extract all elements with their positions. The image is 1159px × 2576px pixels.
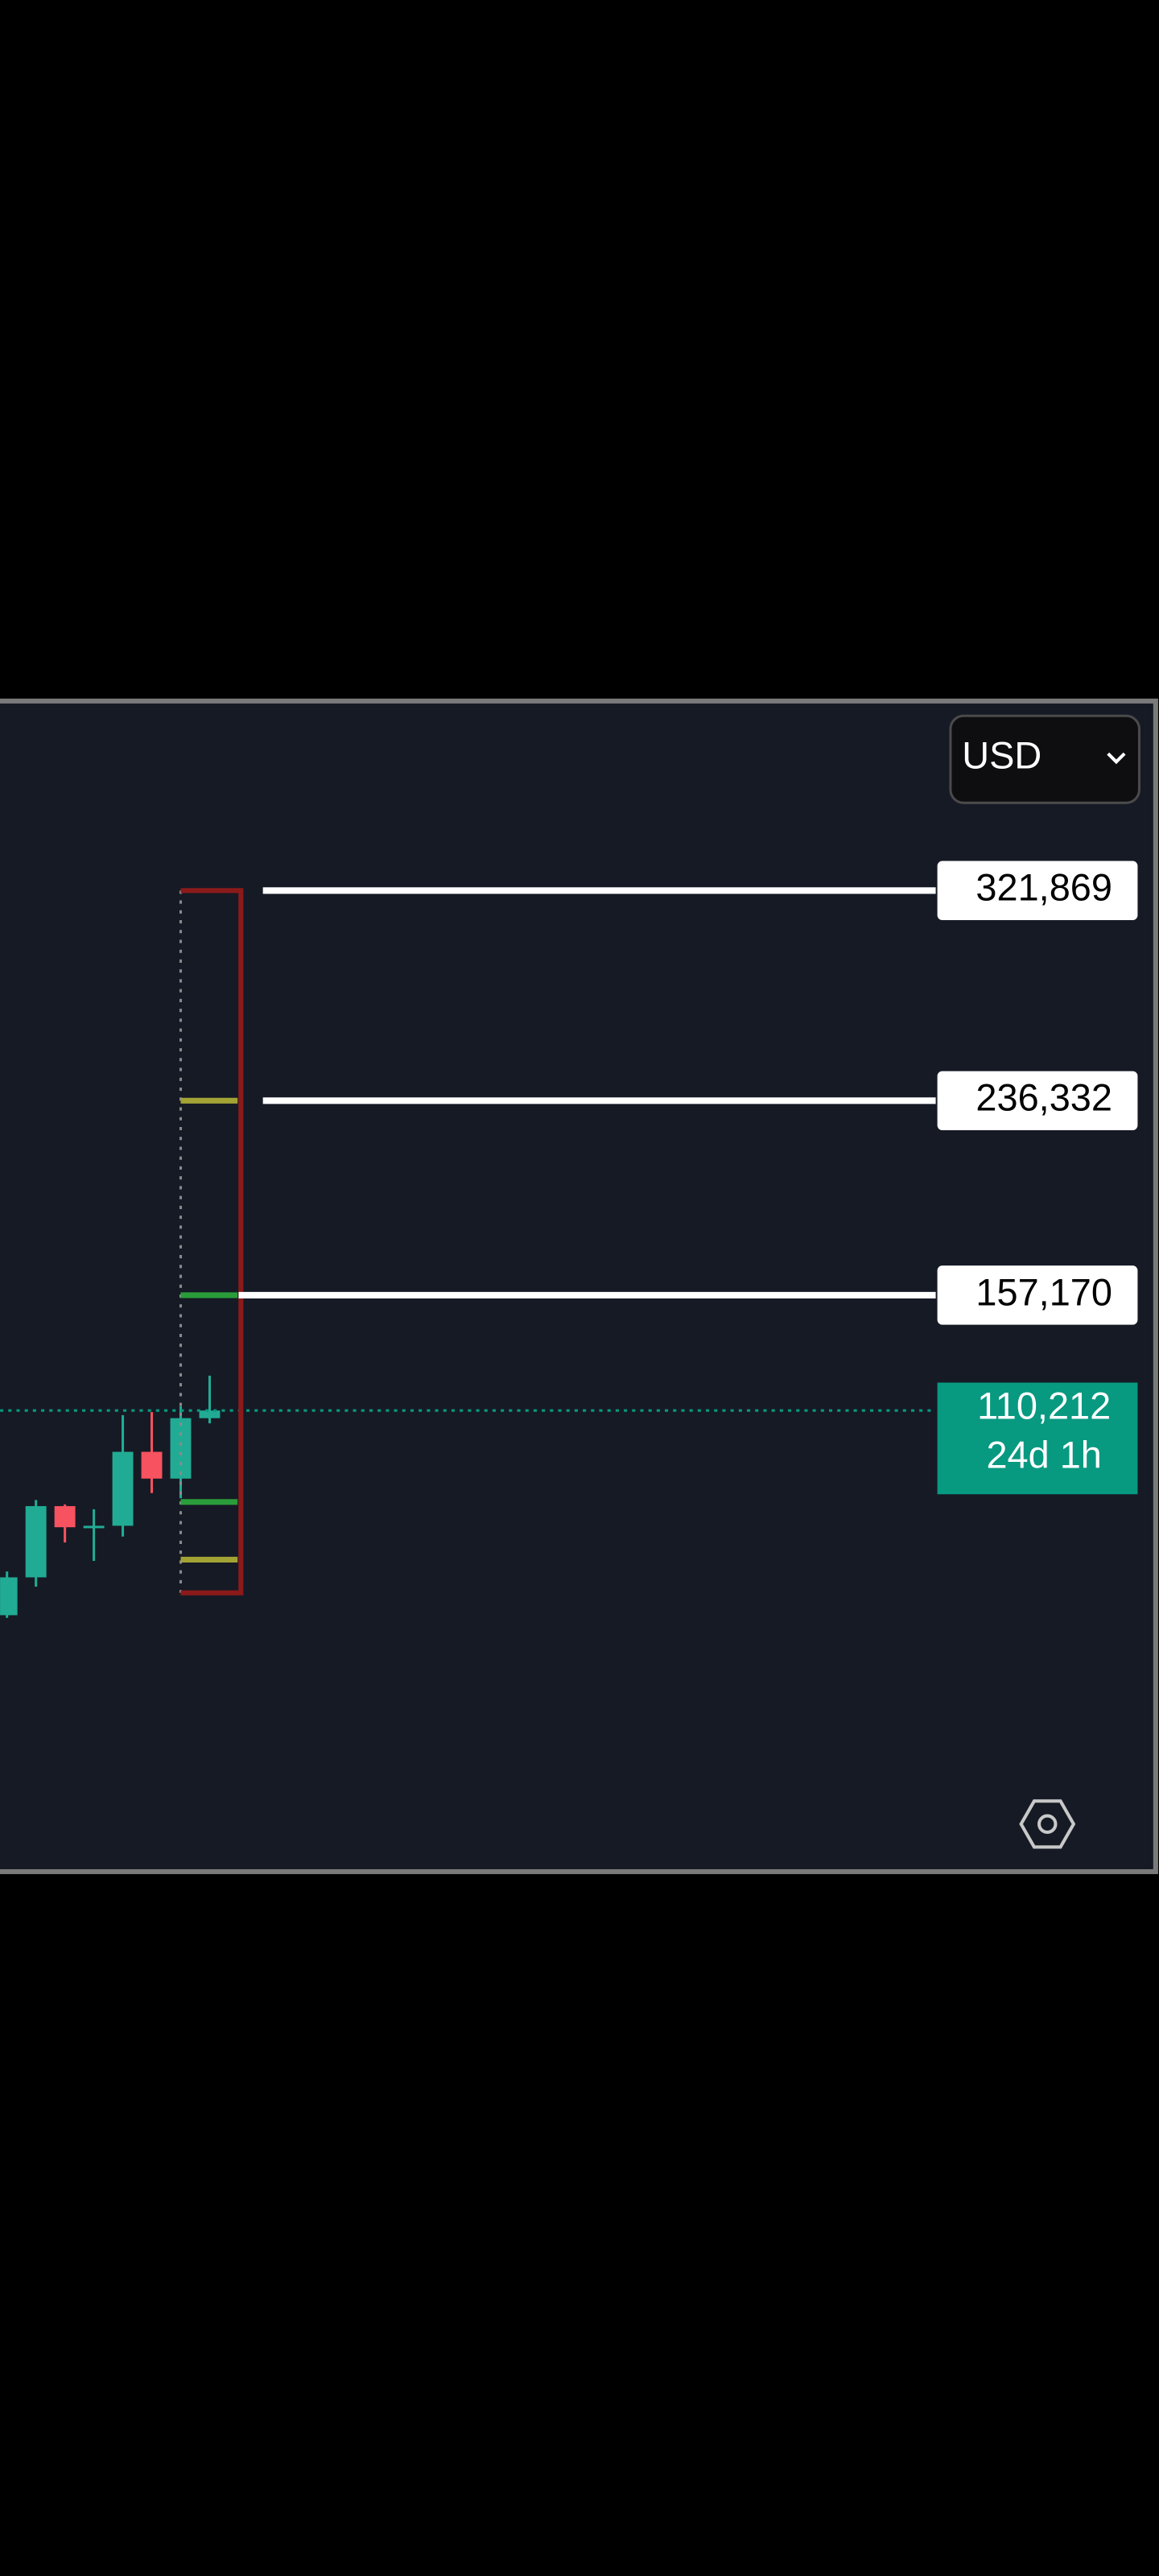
level-label-box	[937, 861, 1138, 920]
settings-icon-dot[interactable]	[1037, 1814, 1058, 1835]
last-price-box	[937, 1382, 1138, 1495]
level-label: 157,170	[975, 1271, 1112, 1313]
overlay: 321,869 236,332 157,170 110,212 24d 1h	[179, 861, 1138, 1596]
candle-body	[141, 1451, 163, 1479]
candle-body	[54, 1505, 76, 1528]
candle-body	[170, 1418, 192, 1479]
level-label: 236,332	[975, 1077, 1112, 1119]
last-price-label: 110,212	[977, 1385, 1111, 1427]
level-label-box	[937, 1265, 1138, 1325]
settings-button[interactable]	[1019, 1799, 1076, 1849]
chevron-icon[interactable]	[1107, 752, 1126, 765]
candle-body	[199, 1410, 221, 1418]
level-label: 321,869	[975, 867, 1112, 909]
currency-label[interactable]: USD	[962, 735, 1041, 777]
candle-body	[0, 1577, 18, 1616]
currency-button-bg[interactable]	[949, 714, 1141, 804]
settings-icon[interactable]	[1019, 1799, 1076, 1849]
candle-body	[25, 1505, 47, 1578]
level-label-box	[937, 1071, 1138, 1131]
range-box	[180, 888, 244, 1596]
candle-body	[83, 1525, 105, 1529]
countdown-label: 24d 1h	[986, 1435, 1101, 1476]
candle-body	[112, 1451, 134, 1526]
currency-button[interactable]: USD	[949, 714, 1141, 804]
